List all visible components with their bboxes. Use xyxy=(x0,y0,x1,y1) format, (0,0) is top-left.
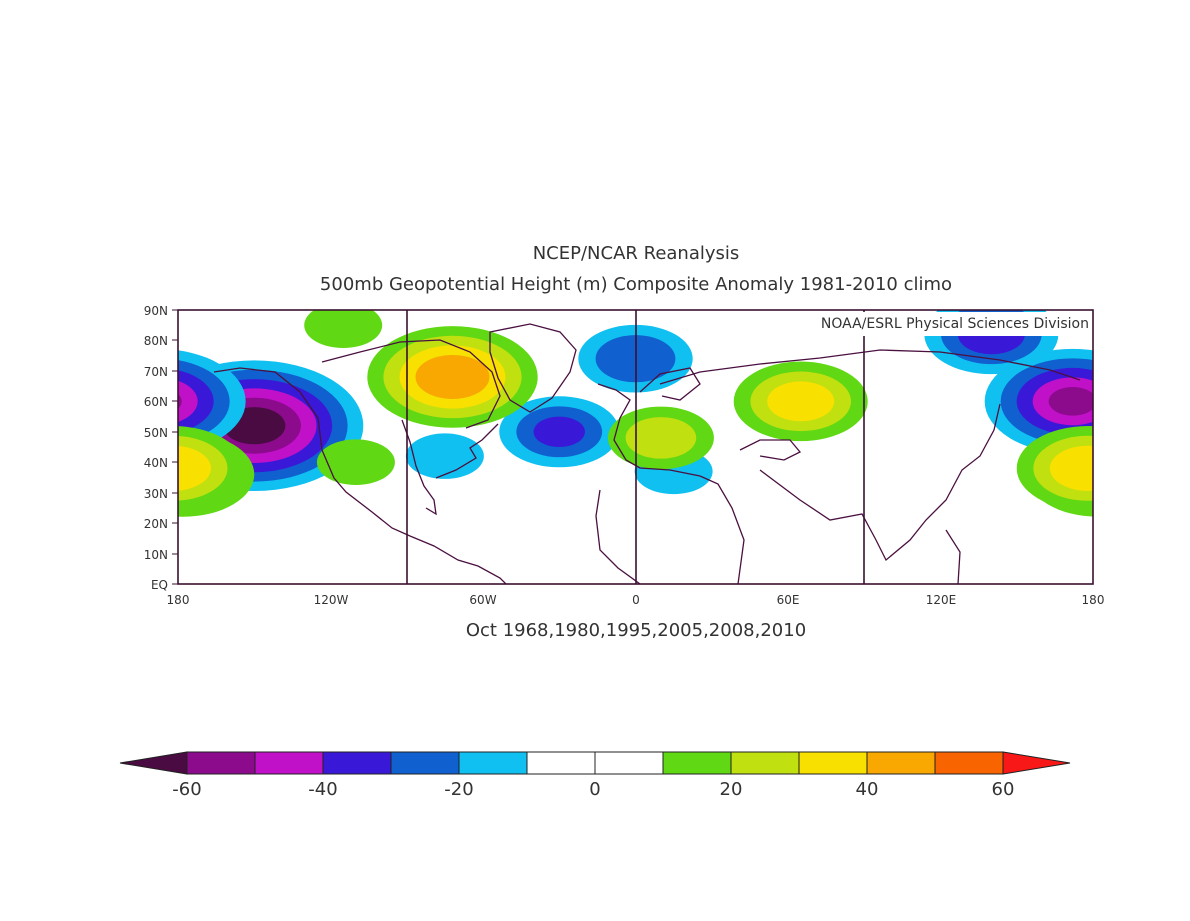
anomaly-western-russia-high xyxy=(733,361,868,442)
credit-box xyxy=(734,312,1090,336)
lon-label: 60E xyxy=(777,593,800,607)
anomaly-north-pacific-high-west xyxy=(1016,426,1093,511)
colorbar xyxy=(119,751,1071,775)
lon-label: 60W xyxy=(469,593,496,607)
anomaly-contour xyxy=(316,439,395,486)
colorbar-label: -60 xyxy=(172,779,201,800)
colorbar-label: 60 xyxy=(992,779,1015,800)
lat-label: 60N xyxy=(144,395,168,409)
anomaly-contour xyxy=(533,416,585,447)
anomaly-contour xyxy=(767,381,835,422)
colorbar-swatch xyxy=(594,751,664,775)
lat-label: 10N xyxy=(144,548,168,562)
lon-label: 180 xyxy=(1082,593,1105,607)
anomaly-contour xyxy=(178,380,198,422)
anomaly-bering-kamchatka-low xyxy=(178,350,246,453)
lat-axis: EQ 10N 20N 30N 40N 50N 60N 70N 80N 90N xyxy=(144,304,168,592)
colorbar-label: 40 xyxy=(856,779,879,800)
lat-label: 70N xyxy=(144,365,168,379)
colorbar-swatch xyxy=(390,751,460,775)
lon-label: 120W xyxy=(314,593,349,607)
map-title: NCEP/NCAR Reanalysis xyxy=(533,243,740,264)
colorbar-swatch xyxy=(186,751,256,775)
map-frame xyxy=(177,309,1094,585)
anomaly-central-europe-high xyxy=(607,406,714,470)
lat-label: EQ xyxy=(151,578,168,592)
colorbar-label: -20 xyxy=(444,779,473,800)
lon-axis: 180 120W 60W 0 60E 120E 180 xyxy=(167,593,1105,607)
anomaly-contour xyxy=(1048,387,1093,416)
colorbar-labels: -60 -40 -20 0 20 40 60 xyxy=(172,779,1014,800)
colorbar-label: -40 xyxy=(308,779,337,800)
colorbar-swatch xyxy=(254,751,324,775)
anomaly-bering-kamchatka-low xyxy=(984,348,1093,454)
anomaly-eastern-canada-trough xyxy=(405,433,484,479)
lat-label: 90N xyxy=(144,304,168,318)
colorbar-swatch xyxy=(730,751,800,775)
colorbar-arrow-high xyxy=(1002,751,1071,775)
colorbar-label: 20 xyxy=(720,779,743,800)
colorbar-swatch xyxy=(934,751,1004,775)
colorbar-swatch xyxy=(526,751,596,775)
colorbar-arrow-low xyxy=(119,751,188,775)
map-caption: Oct 1968,1980,1995,2005,2008,2010 xyxy=(466,620,806,641)
anomaly-canada-greenland-high xyxy=(367,326,538,428)
anomaly-north-pacific-high-west xyxy=(178,426,245,511)
colorbar-swatch xyxy=(798,751,868,775)
lon-label: 0 xyxy=(632,593,640,607)
anomaly-contour xyxy=(1049,445,1093,491)
anomaly-contour xyxy=(415,354,490,399)
lat-label: 40N xyxy=(144,456,168,470)
colorbar-swatch xyxy=(322,751,392,775)
lon-label: 120E xyxy=(926,593,957,607)
anomaly-contour xyxy=(178,435,228,501)
lat-label: 50N xyxy=(144,426,168,440)
anomaly-arctic-ocean-high xyxy=(304,310,383,349)
colorbar-label: 0 xyxy=(589,779,600,800)
coastlines xyxy=(213,323,1081,584)
anomaly-western-us-high xyxy=(316,439,395,486)
colorbar-swatch xyxy=(662,751,732,775)
anomaly-contour xyxy=(405,433,484,479)
anomaly-contour xyxy=(304,310,383,349)
anomaly-contour xyxy=(625,417,697,459)
lat-label: 20N xyxy=(144,517,168,531)
colorbar-swatch xyxy=(866,751,936,775)
lon-label: 180 xyxy=(167,593,190,607)
anomaly-contour xyxy=(178,393,182,409)
anomaly-north-atlantic-low xyxy=(499,396,620,468)
lat-label: 80N xyxy=(144,334,168,348)
colorbar-swatch xyxy=(458,751,528,775)
anomaly-contour xyxy=(178,445,212,491)
map-subtitle: 500mb Geopotential Height (m) Composite … xyxy=(320,274,952,295)
credit-label: NOAA/ESRL Physical Sciences Division xyxy=(821,316,1089,332)
lat-label: 30N xyxy=(144,487,168,501)
